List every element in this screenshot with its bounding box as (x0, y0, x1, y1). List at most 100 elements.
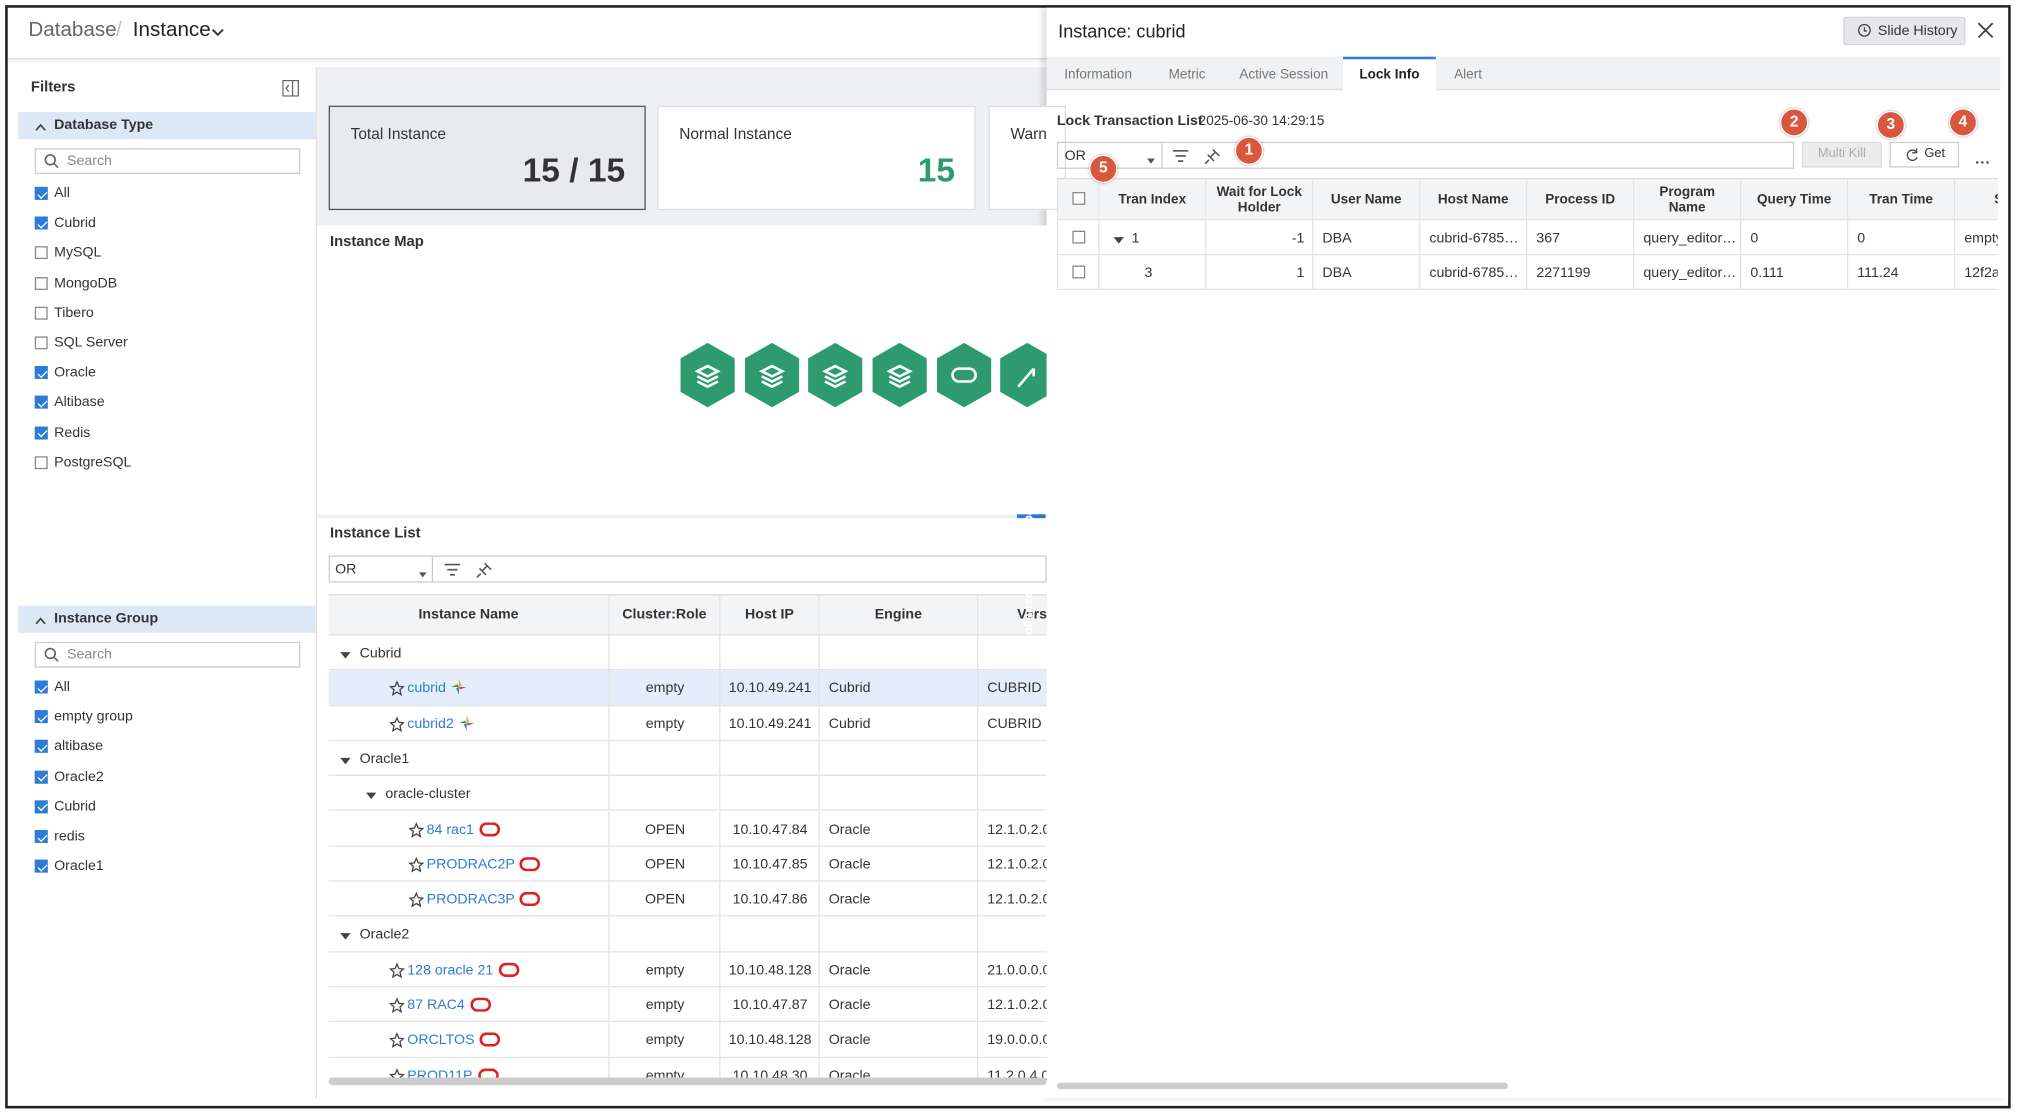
column-header[interactable]: Host IP (720, 594, 820, 636)
group-label[interactable]: Cubrid (359, 645, 402, 662)
instance-name[interactable]: PRODRAC3P (426, 892, 515, 908)
summary-value: 15 (917, 150, 956, 190)
get-btn[interactable] (1889, 141, 1960, 168)
panel-tab[interactable]: Information (1064, 67, 1132, 83)
filter-label[interactable]: Redis (54, 424, 91, 441)
instance-name[interactable]: cubrid (407, 680, 446, 697)
checkbox[interactable] (34, 186, 48, 200)
checkbox[interactable] (34, 740, 48, 754)
filter-label[interactable]: Altibase (54, 394, 105, 411)
breadcrumb-current[interactable]: Instance (132, 19, 211, 42)
column-header[interactable]: SQL (1955, 177, 1998, 221)
instance-name[interactable]: 128 oracle 21 (407, 962, 494, 978)
column-header[interactable]: Wait for Lock Holder (1206, 177, 1314, 221)
checkbox[interactable] (1072, 230, 1086, 244)
multi-kill-label[interactable]: Multi Kill (1817, 146, 1866, 162)
group-label[interactable]: oracle-cluster (385, 786, 471, 802)
column-header[interactable]: Instance Name (328, 594, 610, 636)
filter-label[interactable]: altibase (54, 739, 104, 755)
checkbox[interactable] (34, 426, 48, 439)
group-label[interactable]: Oracle1 (359, 751, 410, 767)
checkbox[interactable] (34, 336, 48, 350)
column-header[interactable]: User Name (1313, 177, 1421, 221)
filter-label[interactable]: All (54, 679, 70, 695)
filter-label[interactable]: Oracle (54, 365, 96, 381)
header (7, 8, 1047, 60)
filter-label[interactable]: PostgreSQL (54, 454, 132, 471)
panel-tab[interactable]: Lock Info (1359, 67, 1420, 83)
search-box[interactable] (34, 641, 301, 668)
column-header[interactable]: Tran Index (1099, 177, 1207, 221)
history-icon (1857, 23, 1871, 41)
filter-label[interactable]: MySQL (54, 245, 102, 261)
filter-select[interactable] (328, 555, 434, 583)
expand-chevron (365, 789, 378, 804)
filter-label[interactable]: empty group (54, 709, 133, 725)
search-box[interactable] (34, 148, 301, 175)
checkbox[interactable] (34, 216, 48, 230)
table-cell (819, 705, 979, 741)
filter-label[interactable]: SQL Server (54, 335, 128, 351)
checkbox[interactable] (34, 800, 48, 814)
table-cell (609, 916, 721, 953)
column-header[interactable]: Query Time (1741, 177, 1849, 221)
table-cell (609, 846, 721, 882)
filter-group-header[interactable] (18, 112, 316, 140)
summary-card[interactable] (988, 105, 1066, 211)
checkbox[interactable] (34, 456, 48, 469)
filter-group-header[interactable] (18, 605, 316, 633)
summary-card[interactable] (657, 105, 976, 211)
get-label[interactable]: Get (1924, 146, 1946, 162)
checkbox[interactable] (34, 830, 48, 843)
column-header[interactable]: Host Name (1420, 177, 1528, 221)
table-cell (328, 670, 610, 706)
instance-name[interactable]: 87 RAC4 (407, 997, 465, 1014)
table-cell (609, 670, 721, 706)
checkbox[interactable] (1072, 265, 1086, 279)
filter-label[interactable]: Oracle1 (54, 858, 104, 875)
checkbox[interactable] (34, 396, 48, 410)
group-label[interactable]: Oracle2 (359, 927, 410, 943)
column-header[interactable]: Version (978, 594, 1047, 636)
table-cell (720, 635, 820, 671)
filter-label[interactable]: Cubrid (54, 215, 96, 231)
table-cell (720, 987, 820, 1023)
checkbox[interactable] (34, 366, 48, 380)
column-header[interactable]: Engine (819, 594, 979, 636)
column-header[interactable]: Process ID (1527, 177, 1635, 221)
checkbox[interactable] (34, 276, 48, 290)
checkbox[interactable] (34, 246, 48, 260)
slide-history-btn[interactable] (1843, 16, 1966, 46)
slide-history-label[interactable]: Slide History (1877, 23, 1958, 39)
filter-label[interactable]: MongoDB (54, 275, 118, 291)
filter-label[interactable]: redis (54, 828, 85, 845)
column-header[interactable]: Cluster:Role (609, 594, 721, 636)
filter-label[interactable]: Cubrid (54, 798, 96, 815)
filter-input[interactable] (433, 555, 1047, 583)
filter-label[interactable]: All (54, 185, 70, 202)
filter-label[interactable]: Oracle2 (54, 768, 104, 785)
lock-filter-input[interactable] (1162, 141, 1795, 169)
panel-tab[interactable]: Active Session (1239, 67, 1329, 83)
checkbox[interactable] (34, 710, 48, 724)
multi-kill-btn[interactable] (1801, 141, 1882, 168)
table-cell (1741, 220, 1849, 256)
instance-name[interactable]: ORCLTOS (407, 1032, 475, 1049)
instance-name[interactable]: PRODRAC2P (426, 856, 515, 873)
panel-tab[interactable]: Alert (1454, 67, 1482, 83)
checkbox[interactable] (34, 770, 48, 784)
instance-name[interactable]: 84 rac1 (426, 821, 474, 838)
column-header[interactable]: Program Name (1634, 177, 1742, 221)
summary-card[interactable] (328, 105, 646, 211)
checkbox[interactable] (1072, 192, 1086, 205)
checkbox[interactable] (34, 306, 48, 320)
column-header[interactable]: Tran Time (1848, 177, 1956, 221)
panel-title: Instance: cubrid (1058, 20, 1186, 42)
checkbox[interactable] (34, 680, 48, 694)
filter-label[interactable]: Tibero (54, 305, 94, 321)
checkbox[interactable] (34, 859, 48, 873)
instance-name[interactable]: cubrid2 (407, 716, 454, 732)
panel-tab[interactable]: Metric (1168, 67, 1206, 83)
instance-map-title: Instance Map (329, 234, 424, 251)
